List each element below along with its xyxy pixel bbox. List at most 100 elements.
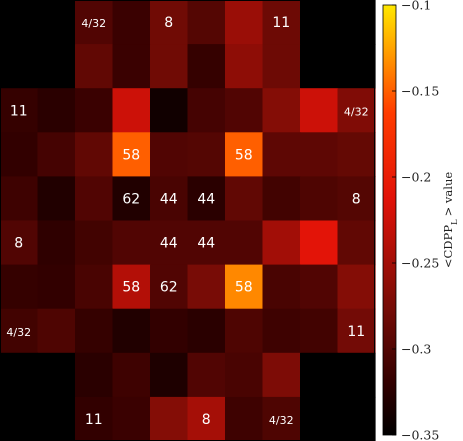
heatmap-cell (75, 88, 114, 133)
heatmap-cell (37, 0, 76, 45)
heatmap-cell (187, 176, 226, 222)
heatmap-cell (337, 396, 376, 441)
cell-value-label: 4/32 (6, 326, 31, 339)
cell-value-label: 58 (235, 147, 253, 163)
cell-value-label: 44 (160, 191, 178, 207)
heatmap-cell (262, 44, 301, 89)
heatmap-cell (225, 88, 264, 133)
heatmap-cell (337, 44, 376, 89)
heatmap-cell (337, 176, 376, 222)
heatmap-cell (337, 352, 376, 398)
heatmap-cell (225, 396, 264, 441)
heatmap-cell (225, 44, 264, 89)
cell-value-label: 4/32 (81, 17, 106, 30)
heatmap-cell (75, 352, 114, 398)
heatmap-cell (300, 264, 339, 310)
cell-value-label: 44 (197, 236, 215, 252)
heatmap-cell (262, 396, 301, 441)
heatmap-cell (0, 44, 39, 89)
heatmap-cell (37, 220, 76, 266)
heatmap-cell (337, 264, 376, 310)
heatmap-cell (262, 176, 301, 222)
heatmap-cell (337, 308, 376, 354)
heatmap-cell (112, 88, 151, 133)
heatmap-cell (187, 132, 226, 177)
heatmap-cells (0, 0, 376, 441)
heatmap-cell (225, 176, 264, 222)
heatmap-cell (37, 44, 76, 89)
heatmap-cell (75, 0, 114, 45)
colorbar-tick-label: −0.25 (401, 256, 439, 271)
heatmap-cell (337, 132, 376, 177)
heatmap-cell (37, 132, 76, 177)
colorbar-tick-label: −0.1 (401, 0, 431, 13)
cell-value-label: 8 (14, 236, 23, 252)
heatmap-cell (300, 176, 339, 222)
colorbar-tick-label: −0.2 (401, 170, 431, 185)
heatmap-cell (300, 220, 339, 266)
heatmap-cell (112, 308, 151, 354)
heatmap-cell (75, 132, 114, 177)
heatmap-cell (0, 0, 39, 45)
colorbar (382, 4, 397, 436)
heatmap-cell (187, 88, 226, 133)
heatmap-cell (262, 88, 301, 133)
cell-value-label: 8 (202, 412, 211, 428)
heatmap-cell (337, 220, 376, 266)
heatmap-cell (187, 44, 226, 89)
heatmap-cell (262, 220, 301, 266)
colorbar-tick-label: −0.35 (401, 428, 439, 441)
heatmap-cell (37, 396, 76, 441)
cell-value-label: 8 (164, 15, 173, 31)
cell-value-label: 11 (85, 412, 103, 428)
heatmap-cell (0, 132, 39, 177)
heatmap-cell (337, 0, 376, 45)
heatmap-cell (150, 396, 189, 441)
cell-value-label: 58 (122, 280, 140, 296)
heatmap-cell (300, 352, 339, 398)
colorbar-label-main: <CDPP (441, 225, 455, 268)
heatmap-cell (75, 220, 114, 266)
heatmap-cell (337, 88, 376, 133)
cell-value-label: 4/32 (344, 105, 369, 118)
heatmap-cell (187, 0, 226, 45)
heatmap-cell (150, 176, 189, 222)
heatmap-cell (112, 176, 151, 222)
heatmap-cell (37, 308, 76, 354)
heatmap-cell (0, 264, 39, 310)
heatmap-cell (75, 264, 114, 310)
heatmap-cell (225, 352, 264, 398)
heatmap-cell (150, 44, 189, 89)
colorbar-tick-label: −0.3 (401, 342, 431, 357)
cell-value-label: 11 (272, 15, 290, 31)
heatmap-cell (187, 220, 226, 266)
heatmap-cell (150, 352, 189, 398)
colorbar-label: <CDPPL > value (441, 172, 460, 269)
heatmap-cell (112, 264, 151, 310)
cell-value-label: 8 (352, 191, 361, 207)
heatmap-cell (187, 264, 226, 310)
heatmap-cell (187, 352, 226, 398)
heatmap-cell (300, 44, 339, 89)
heatmap-cell (37, 176, 76, 222)
heatmap-cell (187, 308, 226, 354)
heatmap-cell (75, 176, 114, 222)
heatmap-cell (225, 220, 264, 266)
cell-value-label: 11 (347, 324, 365, 340)
cell-value-label: 44 (160, 236, 178, 252)
colorbar-ticks: −0.1 −0.15 −0.2 −0.25 −0.3 −0.35 (392, 0, 439, 441)
heatmap-cell (300, 132, 339, 177)
heatmap-cell (150, 308, 189, 354)
heatmap-cell (0, 176, 39, 222)
heatmap-cell (150, 220, 189, 266)
cell-value-label: 4/32 (269, 414, 294, 427)
heatmap-cell (112, 352, 151, 398)
heatmap-cell (0, 396, 39, 441)
heatmap-cell (112, 44, 151, 89)
heatmap-cell (75, 396, 114, 441)
heatmap-cell (150, 88, 189, 133)
heatmap-cell (112, 0, 151, 45)
heatmap-cell (300, 0, 339, 45)
colorbar-tick-label: −0.15 (401, 84, 439, 99)
heatmap-cell (300, 308, 339, 354)
